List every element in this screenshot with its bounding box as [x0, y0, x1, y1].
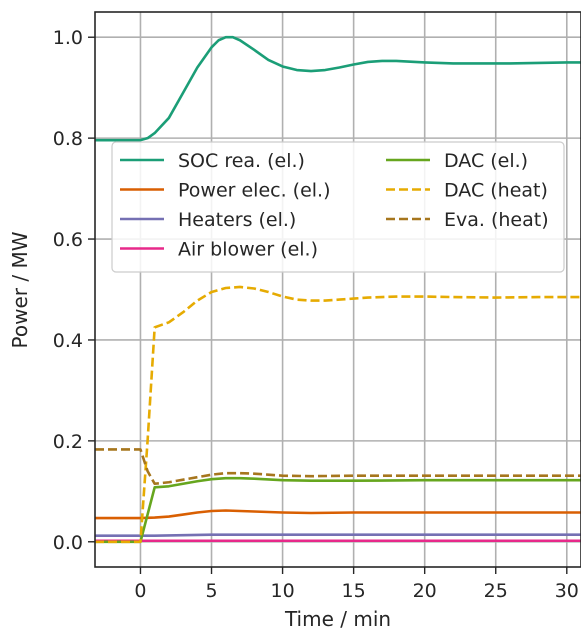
series-layer [95, 35, 581, 544]
y-tick-label: 0.0 [53, 532, 83, 554]
legend: SOC rea. (el.) Power elec. (el.) Heaters (… [111, 141, 565, 273]
x-tick-label: 5 [205, 580, 217, 602]
x-tick-label: 10 [270, 580, 294, 602]
legend-label: DAC (heat) [444, 180, 548, 202]
y-tick-label: 1.0 [53, 27, 83, 49]
y-axis-label: Power / MW [8, 231, 32, 348]
legend-label: Air blower (el.) [178, 239, 318, 261]
x-tick-label: 20 [413, 580, 437, 602]
series-line [95, 533, 581, 538]
y-tick-label: 0.2 [53, 431, 83, 453]
x-axis-label: Time / min [284, 607, 391, 631]
x-tick-label: 15 [342, 580, 366, 602]
legend-label: DAC (el.) [444, 150, 528, 172]
series-line [95, 448, 581, 486]
axes [88, 11, 581, 574]
x-tick-label: 30 [555, 580, 579, 602]
legend-label: SOC rea. (el.) [178, 150, 305, 172]
plot-frame [94, 11, 581, 568]
series-line [95, 285, 581, 544]
x-tick-label: 0 [134, 580, 146, 602]
legend-label: Heaters (el.) [178, 209, 296, 231]
series-line [95, 509, 581, 520]
legend-label: Eva. (heat) [444, 209, 549, 231]
legend-box [111, 141, 565, 273]
x-tick-label: 25 [484, 580, 508, 602]
y-tick-label: 0.4 [53, 330, 83, 352]
y-tick-label: 0.8 [53, 128, 83, 150]
plot-background [95, 12, 581, 567]
legend-label: Power elec. (el.) [178, 180, 331, 202]
series-line [95, 35, 581, 142]
y-tick-label: 0.6 [53, 229, 83, 251]
series-line [95, 476, 581, 544]
tick-labels: 0 5 10 15 20 25 30 0.0 0.2 0.4 0.6 0.8 1.0 [53, 27, 579, 602]
